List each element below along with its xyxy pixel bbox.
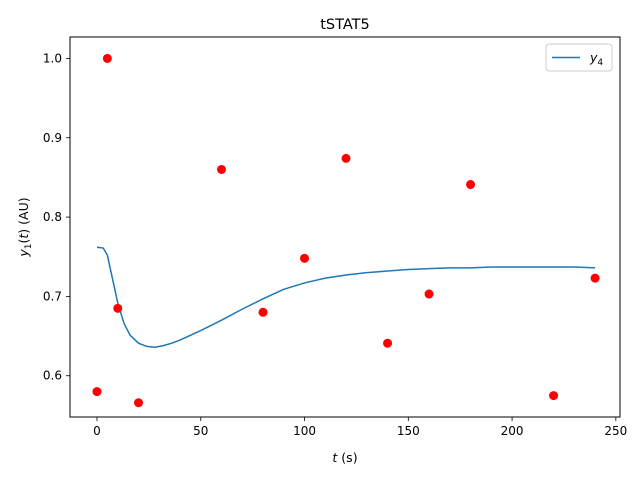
x-axis-label: t (s)	[332, 450, 357, 465]
data-point	[424, 289, 434, 299]
data-point	[217, 164, 227, 174]
data-point	[300, 253, 310, 263]
x-tick-label: 0	[93, 424, 101, 438]
y-tick-label: 0.8	[43, 210, 62, 224]
data-point	[341, 153, 351, 163]
data-point	[258, 307, 268, 317]
x-tick-label: 50	[193, 424, 208, 438]
data-point	[113, 303, 123, 313]
x-axis-ticks: 0 50 100 150 200 250	[93, 417, 627, 438]
plot-frame	[69, 36, 621, 418]
y-axis-ticks: 0.6 0.7 0.8 0.9 1.0	[43, 51, 70, 383]
data-point	[383, 338, 393, 348]
y-tick-label: 1.0	[43, 51, 62, 65]
x-tick-label: 250	[604, 424, 627, 438]
data-point	[133, 398, 143, 408]
chart-title: tSTAT5	[320, 17, 370, 33]
y-tick-label: 0.9	[43, 131, 62, 145]
y-tick-label: 0.7	[43, 289, 62, 303]
x-tick-label: 100	[293, 424, 316, 438]
data-point	[590, 273, 600, 283]
data-point	[92, 387, 102, 397]
x-tick-label: 150	[397, 424, 420, 438]
y-axis-label: y1(t) (AU)	[16, 197, 34, 257]
legend: y4	[545, 43, 613, 72]
data-point	[549, 391, 559, 401]
data-point	[102, 53, 112, 63]
series-line-y4	[96, 246, 596, 348]
y-tick-label: 0.6	[43, 369, 62, 383]
x-tick-label: 200	[501, 424, 524, 438]
data-layer	[92, 53, 600, 408]
data-point	[466, 180, 476, 190]
